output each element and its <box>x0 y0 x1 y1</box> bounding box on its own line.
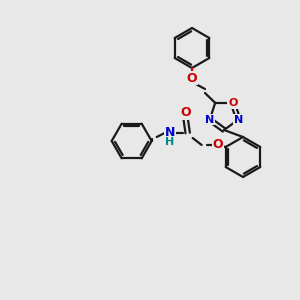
Text: N: N <box>234 115 243 124</box>
Text: H: H <box>165 137 174 147</box>
Text: N: N <box>205 115 214 124</box>
Text: O: O <box>187 71 197 85</box>
Text: O: O <box>228 98 238 108</box>
Text: O: O <box>180 106 191 119</box>
Text: N: N <box>164 127 175 140</box>
Text: O: O <box>212 139 223 152</box>
